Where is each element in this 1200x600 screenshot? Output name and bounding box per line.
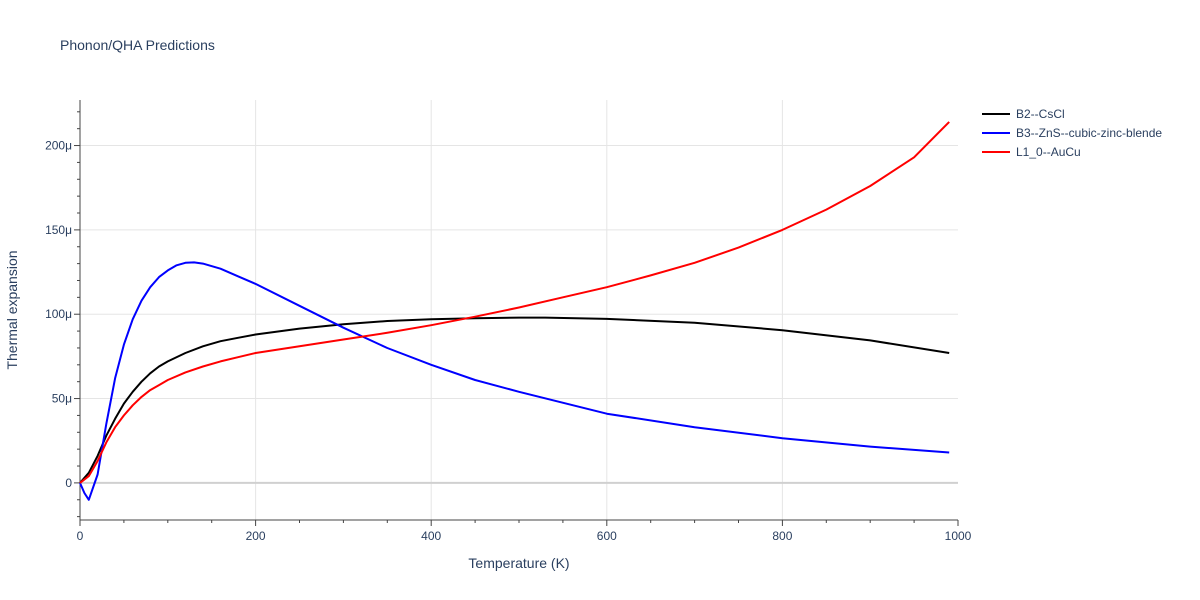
x-tick-label: 800 [772,529,792,543]
grid-lines [80,100,958,520]
legend-label: B3--ZnS--cubic-zinc-blende [1016,126,1162,140]
x-tick-label: 600 [597,529,617,543]
axes: 0 200 400 600 800 1000 0 50μ 100μ 150μ 200μ [45,100,972,543]
legend[interactable]: B2--CsCl B3--ZnS--cubic-zinc-blende L1_0--… [982,107,1162,159]
x-tick-label: 400 [421,529,441,543]
chart-title: Phonon/QHA Predictions [60,37,215,53]
legend-label: B2--CsCl [1016,107,1065,121]
y-tick-label: 100μ [45,307,72,321]
series-lines [79,121,950,501]
legend-item[interactable]: L1_0--AuCu [982,145,1081,159]
x-tick-label: 0 [77,529,84,543]
x-tick-label: 1000 [945,529,972,543]
y-tick-label: 200μ [45,139,72,153]
series-line-2[interactable] [79,121,950,484]
legend-item[interactable]: B2--CsCl [982,107,1065,121]
legend-item[interactable]: B3--ZnS--cubic-zinc-blende [982,126,1162,140]
y-tick-label: 0 [65,476,72,490]
series-line-0[interactable] [79,316,950,484]
y-tick-label: 50μ [52,392,72,406]
x-tick-label: 200 [246,529,266,543]
series-line-1[interactable] [79,261,950,501]
legend-label: L1_0--AuCu [1016,145,1081,159]
x-axis-title: Temperature (K) [468,555,569,571]
y-tick-label: 150μ [45,223,72,237]
y-axis-title: Thermal expansion [4,250,20,369]
